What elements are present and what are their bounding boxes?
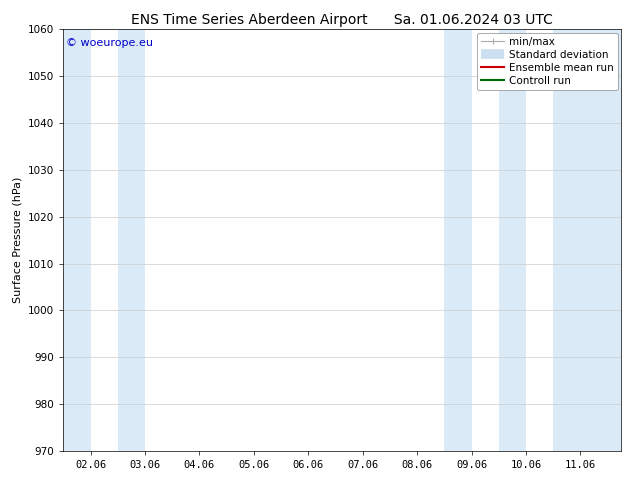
Bar [553, 29, 621, 451]
Bar [63, 29, 91, 451]
Legend: min/max, Standard deviation, Ensemble mean run, Controll run: min/max, Standard deviation, Ensemble me… [477, 32, 618, 90]
Bar [118, 29, 145, 451]
Bar [444, 29, 472, 451]
Text: © woeurope.eu: © woeurope.eu [66, 38, 153, 48]
Bar [499, 29, 526, 451]
Y-axis label: Surface Pressure (hPa): Surface Pressure (hPa) [13, 177, 23, 303]
Title: ENS Time Series Aberdeen Airport      Sa. 01.06.2024 03 UTC: ENS Time Series Aberdeen Airport Sa. 01.… [131, 13, 553, 27]
